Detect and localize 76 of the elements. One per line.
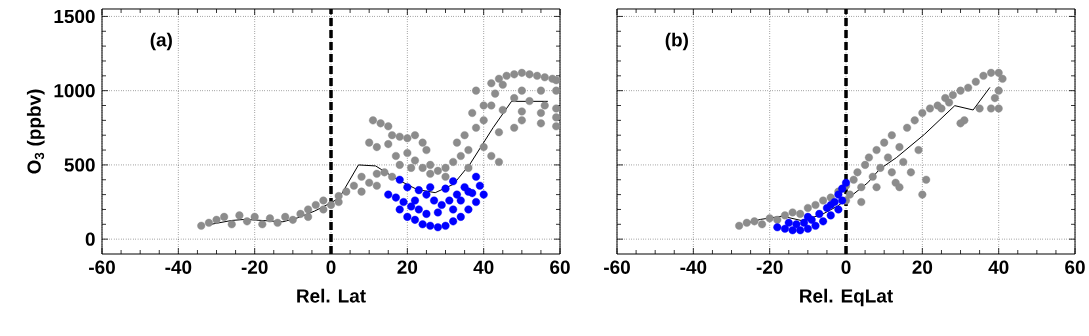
point (441, 184, 450, 193)
x-tick-label: 40 (473, 260, 494, 274)
point (773, 223, 782, 232)
x-tick-label: -20 (756, 260, 783, 274)
x-tick-label: 20 (912, 260, 933, 274)
point (464, 187, 473, 196)
point (815, 209, 824, 218)
x-axis-title: Rel. Lat (297, 288, 366, 303)
point (472, 172, 481, 181)
point (472, 198, 481, 207)
y-tick-label: 500 (64, 158, 95, 172)
point (784, 218, 793, 227)
point (456, 196, 465, 205)
point (834, 205, 843, 214)
point (464, 205, 473, 214)
point (456, 212, 465, 221)
point (811, 221, 820, 230)
point (422, 190, 431, 199)
x-tick-label: -20 (241, 260, 268, 274)
point (800, 218, 809, 227)
point (445, 196, 454, 205)
point (449, 177, 458, 186)
point (430, 196, 439, 205)
point (437, 201, 446, 209)
point (410, 196, 419, 205)
point (433, 223, 442, 232)
point (395, 175, 404, 184)
x-tick-label: 0 (841, 260, 851, 274)
point (449, 205, 458, 214)
point (426, 183, 435, 192)
y-tick-label: 0 (85, 232, 95, 246)
point (449, 217, 458, 226)
point (441, 221, 450, 230)
y-tick-label: 1500 (54, 9, 95, 24)
point (838, 196, 847, 205)
point (803, 212, 812, 221)
point (433, 208, 442, 217)
x-tick-label: 20 (397, 260, 418, 274)
point (792, 220, 801, 229)
y-tick-label: 1000 (54, 83, 95, 98)
point (384, 190, 393, 199)
point (399, 198, 408, 207)
point (796, 226, 805, 235)
point (452, 190, 461, 199)
point (819, 217, 828, 226)
point (426, 221, 435, 230)
x-tick-label: -60 (604, 260, 630, 274)
x-tick-label: 60 (1065, 260, 1085, 274)
point (410, 215, 419, 224)
point (403, 212, 412, 221)
x-axis-title: Rel. EqLat (800, 288, 893, 307)
x-tick-label: 0 (326, 260, 336, 274)
point (403, 183, 412, 192)
x-tick-label: 40 (988, 260, 1009, 274)
x-tick-label: -40 (680, 260, 707, 274)
point (475, 181, 484, 190)
x-tick-label: -40 (165, 260, 192, 274)
point (422, 209, 431, 218)
point (826, 211, 835, 220)
point (414, 186, 423, 195)
point (803, 224, 812, 233)
point (780, 224, 789, 233)
point (414, 205, 423, 214)
y-axis-title: O$_{3}$ (ppbv) (26, 89, 45, 174)
annotation: (b) (665, 32, 688, 51)
point (479, 190, 488, 199)
point (418, 220, 427, 229)
point (826, 201, 835, 209)
point (395, 205, 404, 214)
point (391, 193, 400, 202)
x-tick-label: 60 (550, 260, 570, 274)
point (838, 184, 847, 193)
point (788, 226, 797, 235)
point (407, 202, 416, 211)
annotation: (a) (150, 32, 172, 51)
x-tick-label: -60 (89, 260, 115, 274)
